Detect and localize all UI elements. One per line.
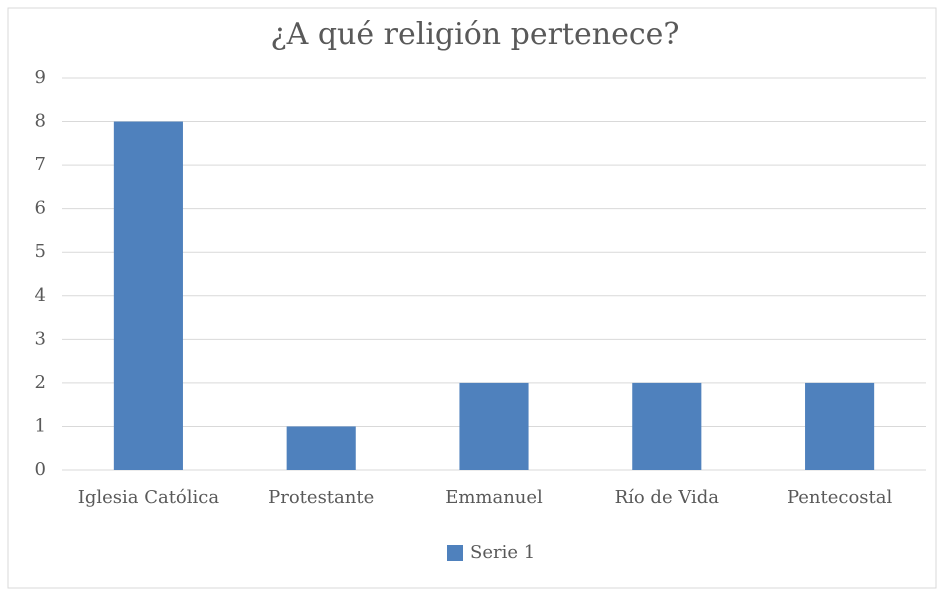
y-tick-label: 5 [35, 241, 46, 262]
y-tick-label: 3 [35, 328, 46, 349]
bar [632, 382, 702, 470]
x-tick-label: Pentecostal [787, 487, 893, 508]
y-tick-label: 2 [35, 372, 46, 393]
bar [113, 121, 183, 471]
y-tick-label: 0 [35, 459, 46, 480]
x-tick-label: Protestante [268, 487, 374, 508]
x-tick-label: Río de Vida [615, 487, 720, 508]
x-tick-label: Iglesia Católica [78, 487, 220, 508]
legend-label: Serie 1 [470, 542, 535, 563]
bar [459, 382, 529, 470]
y-tick-label: 1 [35, 415, 46, 436]
x-tick-label: Emmanuel [445, 487, 543, 508]
y-tick-label: 6 [35, 198, 46, 219]
y-tick-label: 8 [35, 111, 46, 132]
chart-title: ¿A qué religión pertenece? [271, 17, 680, 52]
y-tick-label: 9 [35, 67, 46, 88]
bar [805, 382, 875, 470]
legend-swatch [447, 545, 463, 561]
bar [286, 426, 356, 470]
y-tick-label: 4 [35, 285, 46, 306]
y-tick-label: 7 [35, 154, 46, 175]
